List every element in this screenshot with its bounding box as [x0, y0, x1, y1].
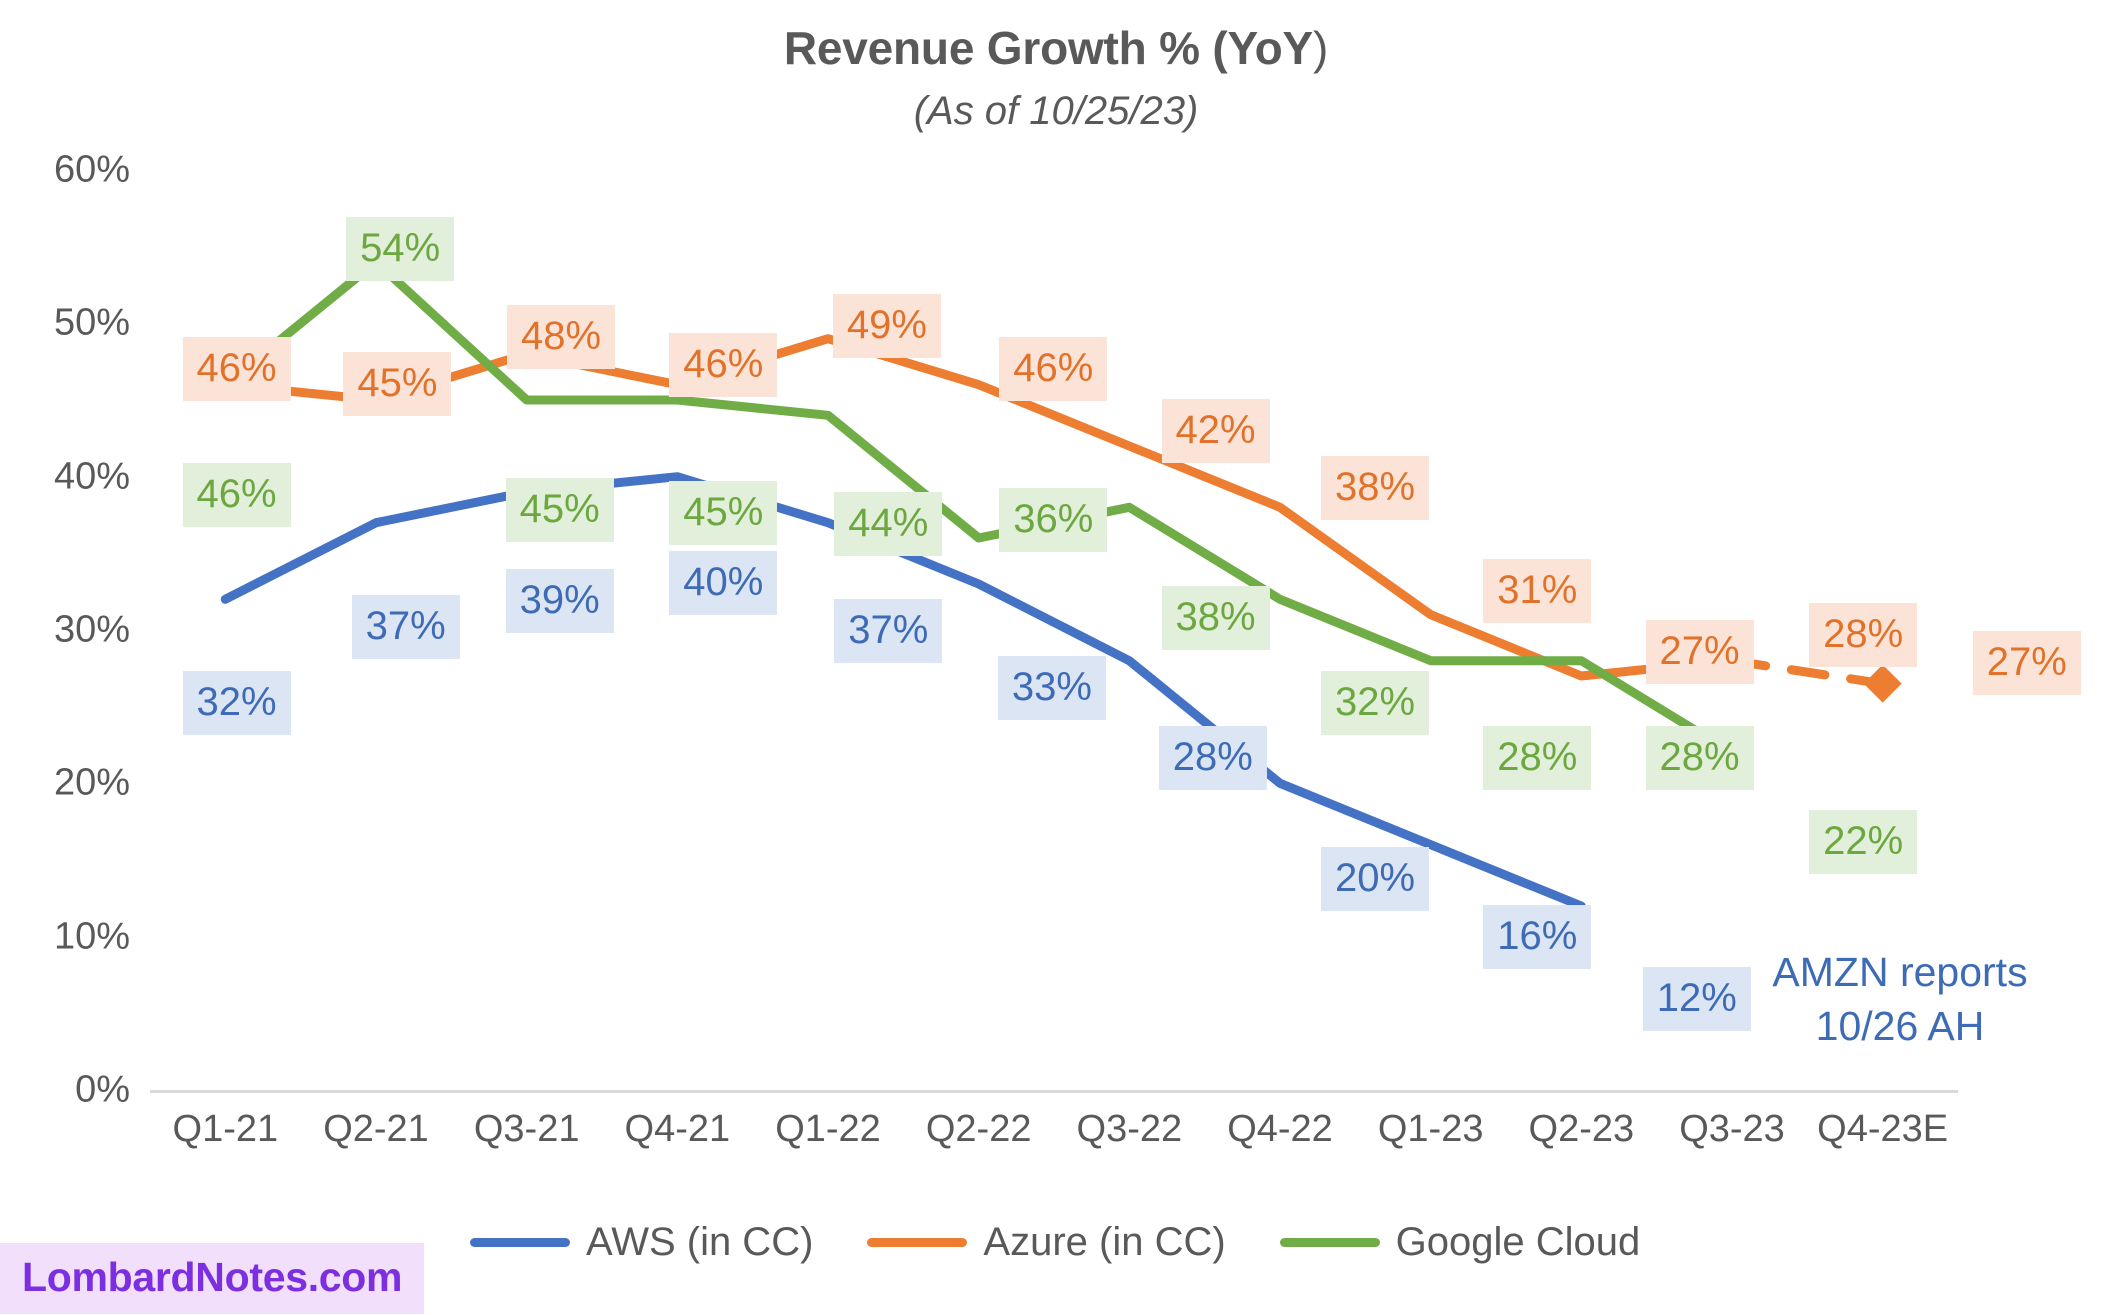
forecast-diamond-marker	[1863, 664, 1902, 703]
data-label-aws: 32%	[182, 670, 291, 735]
legend-swatch-icon	[867, 1237, 968, 1247]
chart-subtitle: (As of 10/25/23)	[913, 88, 1199, 133]
data-label-azure: 45%	[343, 351, 452, 416]
legend-swatch-icon	[470, 1237, 570, 1247]
data-label-aws: 28%	[1158, 725, 1267, 790]
data-label-azure: 31%	[1483, 559, 1592, 624]
y-axis-tick: 30%	[53, 608, 130, 651]
data-label-azure: 28%	[1809, 603, 1918, 668]
data-label-gcloud: 45%	[505, 478, 614, 543]
x-axis-tick: Q4-23E	[1817, 1108, 1949, 1150]
annotation-line-2: 10/26 AH	[1815, 1003, 1985, 1050]
y-axis-tick: 40%	[53, 455, 130, 498]
data-label-aws: 40%	[669, 551, 778, 616]
chart-title-paren: )	[1313, 22, 1329, 74]
watermark-text: LombardNotes.com	[22, 1254, 403, 1300]
data-label-azure: 46%	[669, 332, 778, 397]
legend-label: Azure (in CC)	[983, 1220, 1226, 1264]
data-label-azure: 42%	[1161, 398, 1270, 463]
series-google	[220, 257, 1737, 758]
x-axis-tick: Q1-23	[1377, 1108, 1484, 1150]
x-axis-tick: Q2-23	[1528, 1108, 1635, 1150]
data-label-aws: 37%	[834, 599, 943, 664]
x-axis-tick: Q1-22	[775, 1108, 881, 1150]
data-label-aws: 12%	[1642, 966, 1751, 1031]
data-label-azure: 48%	[506, 305, 616, 369]
y-axis-tick: 60%	[53, 148, 130, 191]
chart-title-main: Revenue Growth % (YoY	[783, 22, 1313, 74]
series-azure	[220, 334, 1902, 703]
x-axis-tick: Q2-21	[323, 1108, 429, 1150]
y-axis-tick: 50%	[53, 301, 130, 344]
data-label-aws: 16%	[1483, 904, 1592, 969]
legend-item[interactable]: Google Cloud	[1279, 1220, 1641, 1264]
data-label-azure: 46%	[999, 336, 1108, 401]
data-label-azure: 38%	[1320, 456, 1430, 521]
data-label-gcloud: 28%	[1645, 725, 1754, 790]
data-label-azure: 27%	[1972, 631, 2081, 695]
legend-label: Google Cloud	[1395, 1220, 1641, 1264]
data-label-gcloud: 54%	[346, 216, 455, 281]
chart-header: Revenue Growth % (YoY) (As of 10/25/23)	[0, 22, 2112, 133]
x-axis-tick: Q4-22	[1227, 1108, 1333, 1150]
legend-item[interactable]: AWS (in CC)	[470, 1222, 813, 1262]
watermark-badge: LombardNotes.com	[0, 1243, 425, 1314]
x-axis-tick: Q1-21	[172, 1108, 279, 1150]
data-label-aws: 33%	[997, 655, 1106, 720]
data-label-aws: 20%	[1320, 846, 1430, 911]
data-label-gcloud: 38%	[1161, 585, 1270, 650]
data-label-gcloud: 45%	[669, 481, 778, 546]
data-label-gcloud: 22%	[1809, 809, 1918, 874]
y-axis-tick: 0%	[75, 1068, 130, 1111]
data-label-azure: 49%	[832, 293, 941, 358]
amzn-reports-annotation: AMZN reports 10/26 AH	[1715, 945, 2085, 1053]
chart-title: Revenue Growth % (YoY)	[0, 22, 2112, 75]
data-label-aws: 39%	[505, 569, 614, 634]
data-label-gcloud: 32%	[1320, 670, 1430, 735]
x-axis-line	[150, 1090, 1958, 1093]
y-axis-tick: 20%	[53, 761, 130, 804]
x-axis-tick: Q3-21	[473, 1108, 580, 1150]
x-axis-tick: Q2-22	[925, 1108, 1032, 1150]
data-label-gcloud: 44%	[834, 492, 943, 557]
legend-label: AWS (in CC)	[586, 1220, 814, 1264]
data-label-aws: 37%	[351, 595, 460, 660]
legend-item[interactable]: Azure (in CC)	[867, 1220, 1226, 1264]
data-label-gcloud: 36%	[999, 487, 1108, 552]
chart-legend: AWS (in CC) Azure (in CC) Google Cloud	[470, 1222, 1640, 1262]
data-label-gcloud: 46%	[182, 463, 291, 528]
x-axis-tick: Q4-21	[624, 1108, 731, 1150]
data-label-azure: 27%	[1645, 619, 1754, 684]
annotation-line-1: AMZN reports	[1772, 949, 2028, 995]
x-axis-tick: Q3-23	[1679, 1108, 1785, 1150]
data-label-gcloud: 28%	[1483, 725, 1592, 790]
data-label-azure: 46%	[182, 336, 291, 401]
legend-swatch-icon	[1279, 1237, 1380, 1247]
x-axis-tick: Q3-22	[1076, 1108, 1183, 1150]
y-axis-tick: 10%	[53, 915, 130, 958]
